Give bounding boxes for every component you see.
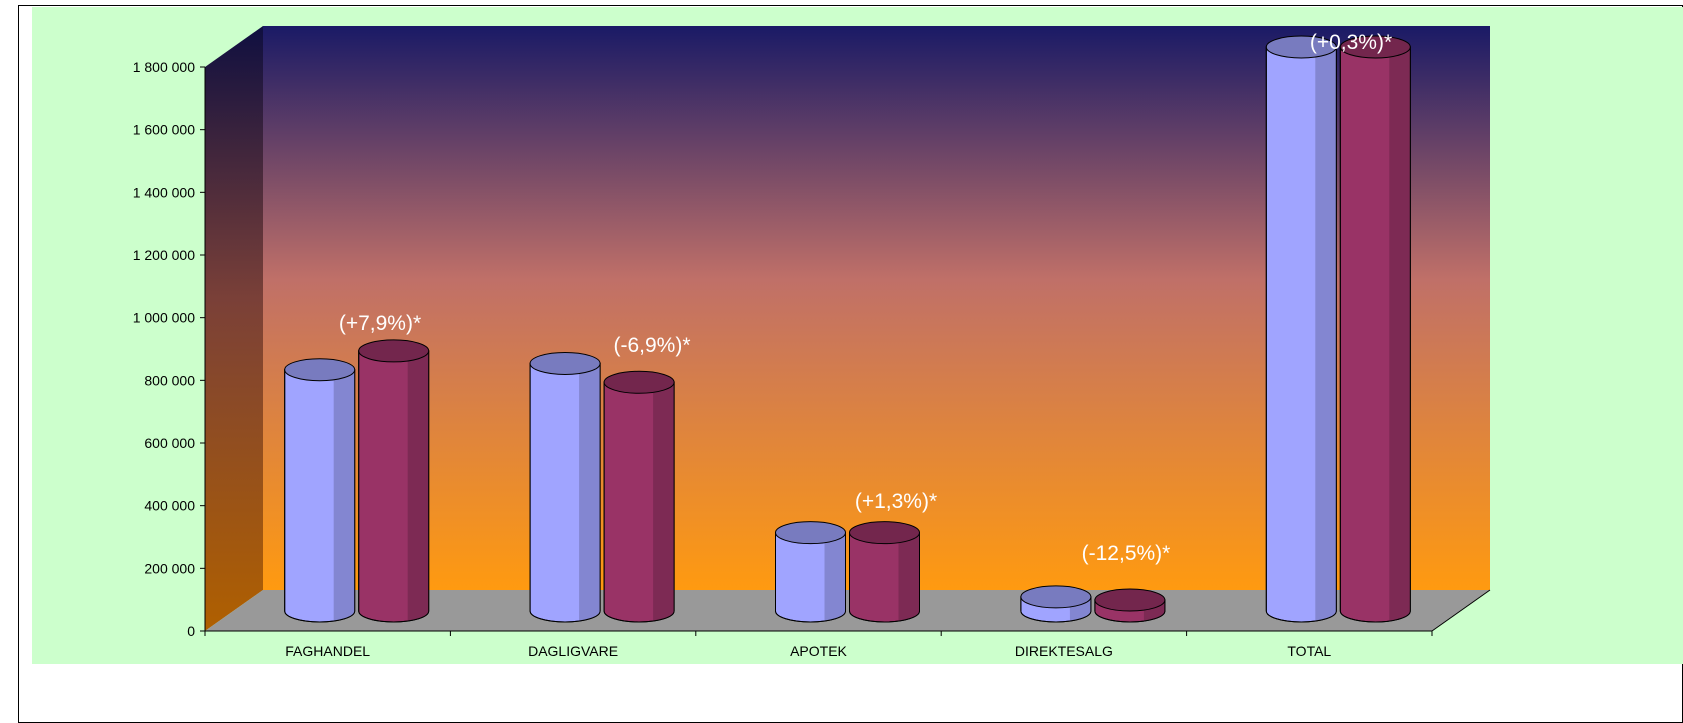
bar-shade <box>653 382 675 621</box>
y-tick-label: 1 000 000 <box>133 310 195 326</box>
bar-top <box>1339 35 1411 59</box>
bar-top <box>1094 588 1166 612</box>
bar-total-series-1 <box>1265 35 1337 623</box>
bar-top <box>529 351 601 375</box>
bar-direktesalg-series-1 <box>1020 585 1092 623</box>
annotation-label: (+7,9%)* <box>339 312 421 335</box>
left-wall <box>205 26 263 631</box>
bar-outline <box>284 369 356 623</box>
y-tick-label: 1 400 000 <box>133 184 195 200</box>
bar-total-series-2 <box>1339 35 1411 623</box>
bar-shade <box>1389 47 1411 621</box>
bar-shade <box>333 369 355 621</box>
x-tick-label: APOTEK <box>790 643 847 659</box>
bar-outline <box>358 350 430 623</box>
annotations: (+7,9%)* (-6,9%)* (+1,3%)* (-12,5%)* (+0,3%)… <box>339 31 1392 565</box>
bar-outline <box>1020 596 1092 623</box>
bar-outline <box>603 381 675 623</box>
bar-apotek-series-1 <box>775 521 846 623</box>
bar-shade <box>407 350 429 621</box>
y-tick-label: 400 000 <box>144 498 195 514</box>
y-tick-label: 1 200 000 <box>133 247 195 263</box>
x-axis-ticks: FAGHANDEL DAGLIGVARE APOTEK DIREKTESALG TOTA… <box>204 631 1433 659</box>
bar-top <box>849 521 920 545</box>
bar-outline <box>1265 46 1337 623</box>
bar-top <box>1265 35 1337 59</box>
bar-shade <box>1315 47 1337 621</box>
bar-shade <box>824 532 846 621</box>
bar-direktesalg-series-2 <box>1094 588 1166 623</box>
floor <box>205 590 1490 631</box>
bar-outline <box>529 362 601 623</box>
x-tick-label: FAGHANDEL <box>285 643 370 659</box>
bar-top <box>775 521 846 545</box>
bar-apotek-series-2 <box>849 521 920 623</box>
floor-edge <box>1431 589 1491 632</box>
annotation-label: (-12,5%)* <box>1082 542 1171 565</box>
y-tick-label: 0 <box>187 623 195 639</box>
y-axis-ticks: 0 200 000 400 000 600 000 800 000 1 000 000 1 … <box>133 59 205 639</box>
x-tick-label: TOTAL <box>1287 643 1331 659</box>
y-tick-label: 600 000 <box>144 435 195 451</box>
y-tick-label: 1 800 000 <box>133 59 195 75</box>
bar-outline <box>775 532 846 623</box>
bars <box>284 35 1411 623</box>
annotation-label: (+1,3%)* <box>855 490 937 513</box>
bar-top <box>284 358 356 382</box>
bar-outline <box>849 532 920 623</box>
bar-top <box>1020 585 1092 609</box>
y-tick-label: 800 000 <box>144 372 195 388</box>
bar-top <box>603 370 675 394</box>
annotation-label: (+0,3%)* <box>1310 31 1392 54</box>
bar-shade <box>579 363 601 621</box>
bar-shade <box>898 532 920 621</box>
x-tick-label: DIREKTESALG <box>1015 643 1113 659</box>
y-tick-label: 200 000 <box>144 560 195 576</box>
bar-dagligvare-series-1 <box>529 351 601 623</box>
bar-faghandel-series-2 <box>358 339 430 623</box>
y-tick-label: 1 600 000 <box>133 122 195 138</box>
bar-outline <box>1339 46 1411 623</box>
bar-top <box>358 339 430 363</box>
bar-outline <box>1094 599 1166 623</box>
bar-dagligvare-series-2 <box>603 370 675 623</box>
bar-faghandel-series-1 <box>284 358 356 623</box>
annotation-label: (-6,9%)* <box>613 334 690 357</box>
x-tick-label: DAGLIGVARE <box>528 643 618 659</box>
